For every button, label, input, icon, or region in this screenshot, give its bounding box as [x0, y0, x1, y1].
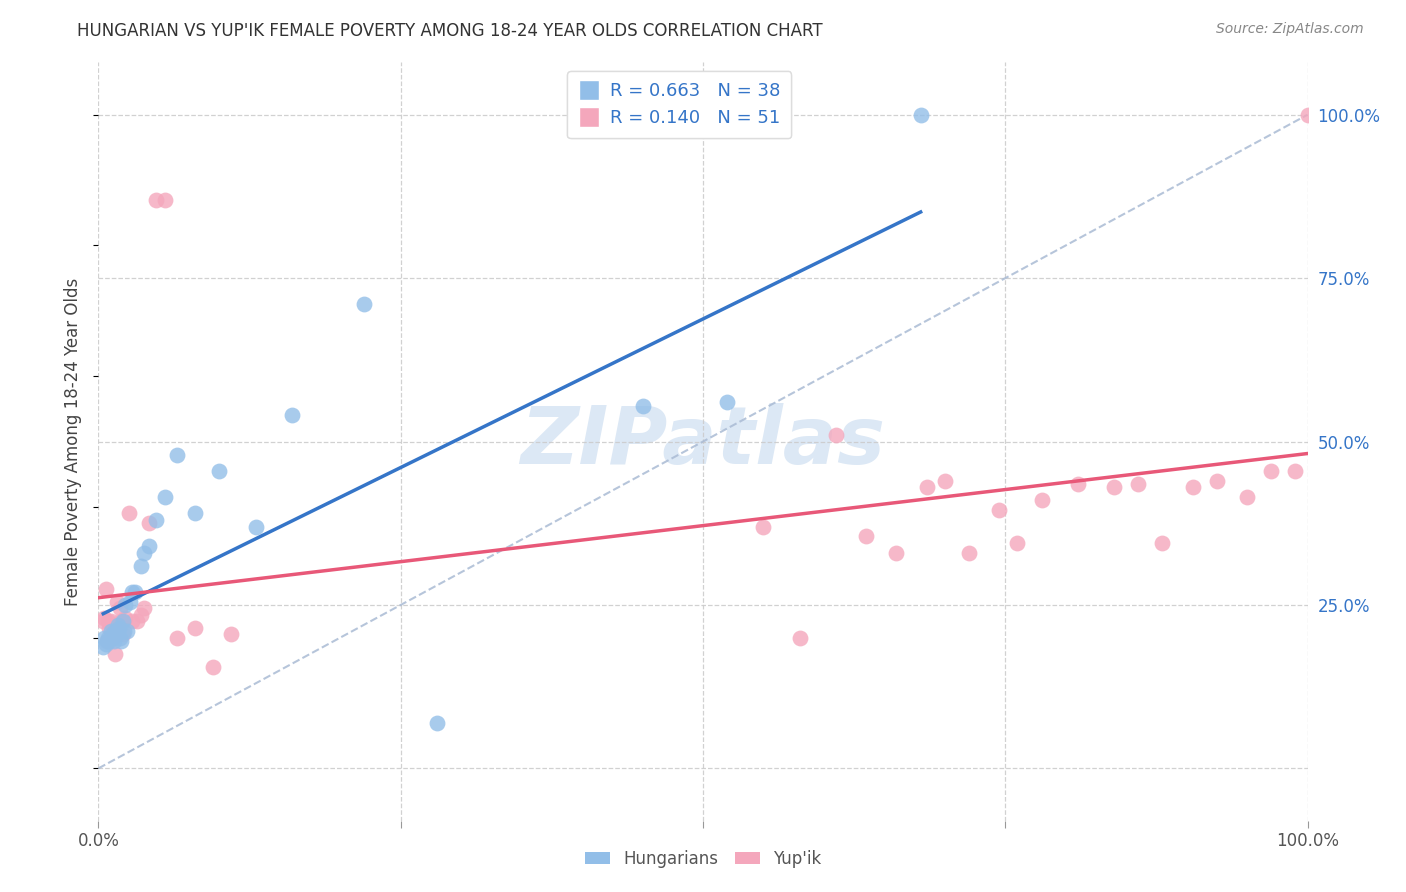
Point — [1206, 474, 1229, 488]
Point — [208, 464, 231, 478]
Point — [166, 631, 188, 645]
Point — [103, 621, 125, 635]
Point — [100, 615, 122, 629]
Point — [166, 448, 188, 462]
Point — [752, 519, 775, 533]
Point — [1296, 108, 1319, 122]
Point — [202, 660, 225, 674]
Point — [105, 595, 128, 609]
Point — [221, 627, 243, 641]
Point — [934, 474, 956, 488]
Point — [118, 595, 141, 609]
Point — [110, 615, 132, 629]
Point — [134, 601, 156, 615]
Point — [1152, 536, 1174, 550]
Legend: R = 0.663   N = 38, R = 0.140   N = 51: R = 0.663 N = 38, R = 0.140 N = 51 — [567, 71, 792, 138]
Point — [97, 615, 120, 629]
Point — [886, 546, 908, 560]
Point — [108, 621, 131, 635]
Point — [184, 621, 207, 635]
Point — [353, 297, 375, 311]
Point — [145, 513, 167, 527]
Point — [97, 631, 120, 645]
Point — [117, 624, 139, 639]
Point — [1181, 480, 1204, 494]
Point — [121, 585, 143, 599]
Point — [98, 621, 121, 635]
Point — [100, 624, 122, 639]
Point — [107, 617, 129, 632]
Point — [1260, 464, 1282, 478]
Point — [114, 598, 136, 612]
Point — [111, 627, 134, 641]
Point — [789, 631, 811, 645]
Point — [108, 631, 131, 645]
Legend: Hungarians, Yup'ik: Hungarians, Yup'ik — [578, 844, 828, 875]
Point — [91, 615, 114, 629]
Point — [118, 507, 141, 521]
Point — [98, 633, 121, 648]
Point — [91, 640, 114, 655]
Point — [108, 621, 131, 635]
Point — [915, 480, 938, 494]
Point — [112, 624, 135, 639]
Point — [825, 428, 848, 442]
Point — [124, 585, 146, 599]
Point — [1128, 477, 1150, 491]
Point — [104, 647, 127, 661]
Point — [100, 627, 122, 641]
Point — [101, 631, 124, 645]
Point — [127, 615, 149, 629]
Point — [1236, 490, 1258, 504]
Point — [110, 633, 132, 648]
Point — [134, 546, 156, 560]
Point — [94, 582, 117, 596]
Point — [138, 516, 160, 531]
Point — [910, 108, 932, 122]
Point — [105, 627, 128, 641]
Point — [631, 399, 654, 413]
Point — [103, 633, 125, 648]
Point — [1284, 464, 1306, 478]
Point — [145, 193, 167, 207]
Point — [957, 546, 980, 560]
Point — [111, 615, 134, 629]
Y-axis label: Female Poverty Among 18-24 Year Olds: Female Poverty Among 18-24 Year Olds — [65, 277, 83, 606]
Point — [153, 193, 176, 207]
Point — [245, 519, 267, 533]
Point — [121, 615, 143, 629]
Point — [716, 395, 738, 409]
Point — [107, 617, 129, 632]
Point — [988, 503, 1011, 517]
Point — [138, 539, 160, 553]
Point — [1102, 480, 1125, 494]
Point — [1067, 477, 1090, 491]
Point — [93, 611, 115, 625]
Point — [1007, 536, 1029, 550]
Point — [426, 715, 449, 730]
Point — [153, 490, 176, 504]
Text: ZIPatlas: ZIPatlas — [520, 402, 886, 481]
Point — [100, 617, 122, 632]
Text: HUNGARIAN VS YUP'IK FEMALE POVERTY AMONG 18-24 YEAR OLDS CORRELATION CHART: HUNGARIAN VS YUP'IK FEMALE POVERTY AMONG… — [77, 22, 823, 40]
Point — [108, 601, 131, 615]
Point — [96, 633, 118, 648]
Point — [94, 637, 117, 651]
Point — [104, 624, 127, 639]
Point — [855, 529, 877, 543]
Point — [281, 409, 304, 423]
Point — [1031, 493, 1053, 508]
Text: Source: ZipAtlas.com: Source: ZipAtlas.com — [1216, 22, 1364, 37]
Point — [101, 631, 124, 645]
Point — [96, 633, 118, 648]
Point — [114, 611, 136, 625]
Point — [129, 607, 152, 622]
Point — [129, 558, 152, 573]
Point — [93, 631, 115, 645]
Point — [184, 507, 207, 521]
